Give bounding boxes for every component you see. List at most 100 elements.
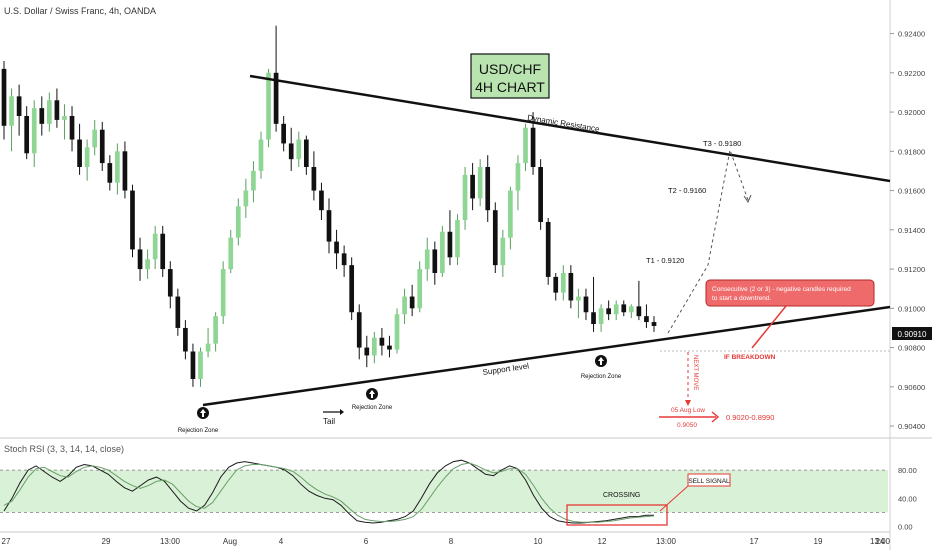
aug-low-label: 05 Aug Low bbox=[671, 407, 705, 414]
candle-body bbox=[220, 269, 226, 317]
downtrend-callout bbox=[705, 279, 875, 307]
candle-body bbox=[470, 174, 475, 199]
callout-line2: to start a downtrend. bbox=[712, 295, 771, 302]
stoch-k-line bbox=[3, 459, 654, 524]
candle-body bbox=[538, 167, 543, 222]
candle-body bbox=[591, 312, 596, 325]
candle-body bbox=[130, 190, 135, 250]
candle-body bbox=[77, 139, 82, 168]
candle-body bbox=[356, 312, 362, 348]
candle-body bbox=[621, 304, 627, 313]
candle-body bbox=[334, 241, 339, 254]
candle-body bbox=[508, 190, 513, 238]
crossing-label: CROSSING bbox=[603, 492, 640, 499]
stoch-y-tick-label: 40.00 bbox=[898, 494, 917, 503]
candle-body bbox=[341, 253, 347, 266]
candle-body bbox=[440, 231, 445, 273]
candle-body bbox=[228, 237, 234, 270]
stoch-band bbox=[0, 470, 888, 513]
target-t2: T2 - 0.9160 bbox=[668, 186, 706, 195]
candle-body bbox=[183, 327, 188, 352]
candle-body bbox=[266, 72, 271, 140]
symbol-title: U.S. Dollar / Swiss Franc, 4h, OANDA bbox=[4, 6, 156, 16]
sell-signal-label: SELL SIGNAL bbox=[688, 478, 730, 485]
candle-body bbox=[137, 249, 143, 270]
candle-body bbox=[364, 347, 370, 356]
candle-body bbox=[409, 296, 415, 309]
candle-body bbox=[568, 272, 574, 301]
sell-signal-box bbox=[687, 473, 731, 487]
candle-body bbox=[644, 316, 649, 323]
y-tick-label: 0.90400 bbox=[898, 422, 925, 431]
candle-body bbox=[447, 231, 453, 258]
rejection-zone-label: Rejection Zone bbox=[352, 405, 393, 411]
candle-body bbox=[560, 272, 566, 293]
candle-body bbox=[523, 127, 528, 164]
candle-body bbox=[69, 115, 75, 140]
current-price-tag bbox=[892, 327, 932, 340]
callout-line1: Consecutive (2 or 3) - negative candles … bbox=[712, 286, 851, 293]
current-price-value: 0.90910 bbox=[898, 330, 927, 339]
candle-body bbox=[198, 351, 203, 379]
candle-body bbox=[213, 316, 218, 344]
dynamic-resistance-line[interactable] bbox=[249, 74, 891, 183]
candle-body bbox=[462, 174, 468, 220]
support-line[interactable] bbox=[202, 305, 891, 407]
x-tick-label: 13:00 bbox=[160, 537, 181, 546]
candle-body bbox=[326, 210, 332, 242]
candle-body bbox=[167, 269, 173, 297]
candle-body bbox=[273, 72, 279, 124]
y-tick-label: 0.92200 bbox=[898, 69, 925, 78]
x-tick-label: 17 bbox=[750, 537, 759, 546]
candle-body bbox=[258, 139, 264, 171]
target-range: 0.9020-0.8990 bbox=[726, 413, 774, 422]
x-tick-label: 8 bbox=[449, 537, 454, 546]
chart-label-box bbox=[470, 53, 550, 99]
y-tick-label: 0.91200 bbox=[898, 265, 925, 274]
candle-body bbox=[288, 143, 294, 160]
candle-body bbox=[175, 296, 181, 328]
stoch-y-tick-label: 0.00 bbox=[898, 522, 913, 531]
x-tick-label: 4 bbox=[279, 537, 284, 546]
candle-body bbox=[1, 68, 7, 126]
x-tick-label: 24 bbox=[876, 537, 885, 546]
candle-body bbox=[424, 249, 430, 270]
y-tick-label: 0.91400 bbox=[898, 226, 925, 235]
x-tick-label: 19 bbox=[814, 537, 823, 546]
candle-body bbox=[477, 167, 483, 199]
candle-body bbox=[417, 269, 423, 309]
candle-body bbox=[281, 123, 286, 144]
rejection-zone-1: Rejection Zone bbox=[178, 407, 219, 434]
y-tick-label: 0.92400 bbox=[898, 30, 925, 39]
stoch-y-tick-label: 80.00 bbox=[898, 466, 917, 475]
x-tick-label: 13:00 bbox=[870, 537, 891, 546]
candle-body bbox=[92, 129, 98, 148]
candle-body bbox=[235, 206, 241, 238]
indicator-title: Stoch RSI (3, 3, 14, 14, close) bbox=[4, 444, 124, 454]
candle-body bbox=[598, 308, 604, 325]
candle-body bbox=[387, 345, 392, 350]
candle-body bbox=[311, 167, 317, 191]
y-tick-label: 0.91000 bbox=[898, 304, 925, 313]
candle-body bbox=[432, 249, 438, 273]
sell-signal-pointer bbox=[659, 485, 689, 512]
projected-path bbox=[667, 148, 749, 334]
rejection-zone-3: Rejection Zone bbox=[581, 355, 622, 380]
rejection-zone-label: Rejection Zone bbox=[178, 428, 219, 434]
candle-body bbox=[636, 306, 642, 317]
candle-body bbox=[372, 337, 377, 356]
candle-body bbox=[251, 170, 256, 191]
candle-body bbox=[500, 237, 506, 266]
candle-body bbox=[62, 115, 67, 120]
candle-body bbox=[160, 233, 166, 270]
if-breakdown-label: IF BREAKDOWN bbox=[724, 354, 776, 361]
candle-body bbox=[107, 163, 113, 183]
candle-body bbox=[545, 221, 551, 277]
rejection-zone-2: Rejection Zone bbox=[352, 388, 393, 411]
candle-body bbox=[613, 304, 619, 315]
x-tick-label: 6 bbox=[364, 537, 369, 546]
candle-body bbox=[31, 108, 37, 154]
aug-low-value: 0.9050 bbox=[677, 422, 697, 429]
candle-body bbox=[349, 265, 355, 313]
